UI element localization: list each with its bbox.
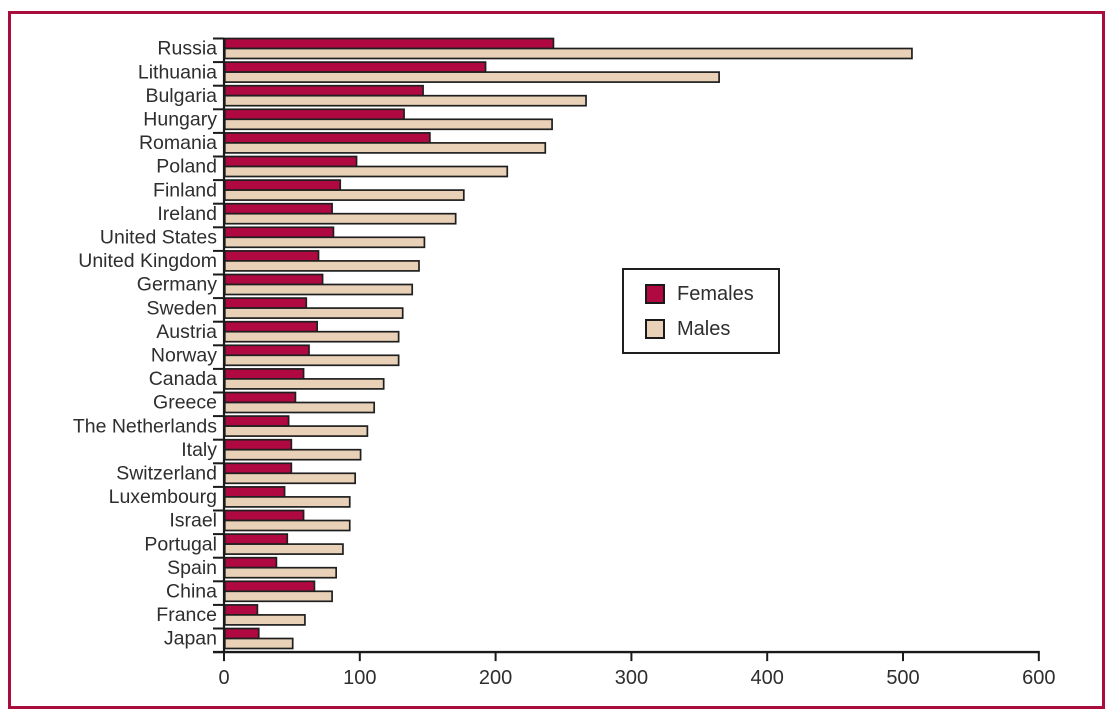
bar-females-norway [223, 344, 310, 357]
category-label-norway: Norway [151, 344, 217, 366]
bar-females-poland [223, 155, 358, 168]
bar-females-united-kingdom [223, 250, 320, 262]
category-label-russia: Russia [157, 38, 217, 60]
category-label-romania: Romania [139, 132, 217, 154]
bar-females-hungary [223, 108, 405, 121]
x-axis-tick-label-400: 400 [751, 667, 784, 689]
x-axis-tick-label-0: 0 [218, 667, 229, 689]
bar-males-ireland [223, 212, 457, 225]
x-axis-tick-label-300: 300 [615, 667, 648, 689]
bar-males-luxembourg [223, 496, 351, 508]
bar-females-spain [223, 556, 278, 569]
bar-males-portugal [223, 543, 344, 555]
category-label-israel: Israel [169, 510, 217, 532]
bar-females-lithuania [223, 61, 487, 73]
bar-males-china [223, 590, 333, 603]
category-label-spain: Spain [167, 557, 217, 579]
category-label-italy: Italy [181, 439, 217, 461]
category-label-finland: Finland [153, 179, 217, 201]
bar-males-lithuania [223, 71, 720, 83]
category-label-portugal: Portugal [144, 533, 217, 555]
category-label-bulgaria: Bulgaria [145, 85, 217, 107]
bar-females-switzerland [223, 462, 293, 475]
legend-item-females: Females [645, 282, 778, 305]
bar-females-france [223, 604, 259, 616]
x-axis-tick-label-200: 200 [479, 667, 512, 689]
males-swatch-icon [645, 318, 665, 339]
bar-males-sweden [223, 307, 404, 319]
x-axis-tick-label-600: 600 [1022, 667, 1055, 689]
bar-females-ireland [223, 202, 333, 215]
bar-males-hungary [223, 118, 553, 131]
bar-males-the-netherlands [223, 425, 369, 437]
bar-males-finland [223, 189, 465, 201]
category-label-germany: Germany [137, 274, 217, 296]
bar-females-luxembourg [223, 486, 286, 498]
legend-label-females: Females [677, 282, 754, 305]
bar-females-italy [223, 438, 293, 451]
category-label-poland: Poland [156, 156, 217, 178]
bar-females-austria [223, 320, 318, 333]
bar-females-israel [223, 509, 305, 522]
category-label-united-kingdom: United Kingdom [78, 250, 217, 272]
bar-females-finland [223, 179, 342, 191]
category-label-austria: Austria [156, 321, 217, 343]
bar-females-portugal [223, 533, 289, 545]
bar-males-canada [223, 378, 385, 390]
bar-males-japan [223, 637, 294, 650]
bar-males-norway [223, 354, 400, 367]
legend: Females Males [622, 268, 780, 354]
x-axis-tick-label-100: 100 [343, 667, 376, 689]
bar-females-sweden [223, 297, 308, 309]
bar-females-russia [223, 37, 555, 50]
bar-males-russia [223, 47, 913, 60]
category-label-luxembourg: Luxembourg [109, 486, 217, 508]
bar-males-italy [223, 448, 362, 461]
bar-females-greece [223, 391, 297, 404]
category-label-sweden: Sweden [147, 297, 217, 319]
legend-item-males: Males [645, 317, 778, 340]
bar-males-poland [223, 165, 509, 178]
category-label-canada: Canada [149, 368, 217, 390]
bar-females-bulgaria [223, 84, 424, 97]
x-axis-tick-label-500: 500 [886, 667, 919, 689]
category-label-the-netherlands: The Netherlands [73, 415, 217, 437]
bar-males-romania [223, 142, 547, 154]
category-label-hungary: Hungary [143, 108, 217, 130]
bar-males-switzerland [223, 472, 357, 485]
category-label-china: China [166, 580, 217, 602]
bar-males-austria [223, 330, 400, 343]
females-swatch-icon [645, 283, 665, 304]
bar-males-greece [223, 401, 376, 414]
bar-males-spain [223, 566, 338, 579]
bar-males-united-states [223, 236, 426, 249]
legend-label-males: Males [677, 317, 731, 340]
bar-males-germany [223, 283, 414, 296]
bar-males-united-kingdom [223, 260, 420, 272]
chart-frame [8, 11, 1105, 709]
category-label-united-states: United States [100, 226, 217, 248]
bar-females-japan [223, 627, 260, 640]
bar-females-germany [223, 273, 324, 286]
bar-males-france [223, 614, 306, 626]
bar-females-canada [223, 368, 305, 380]
bar-females-romania [223, 132, 431, 144]
category-label-greece: Greece [153, 392, 217, 414]
category-label-ireland: Ireland [157, 203, 217, 225]
category-label-lithuania: Lithuania [138, 61, 217, 83]
bar-females-the-netherlands [223, 415, 290, 427]
category-label-japan: Japan [164, 628, 217, 650]
bar-females-united-states [223, 226, 335, 239]
category-label-switzerland: Switzerland [116, 462, 217, 484]
bar-males-israel [223, 519, 351, 532]
bar-females-china [223, 580, 316, 593]
bar-males-bulgaria [223, 94, 587, 107]
category-label-france: France [156, 604, 217, 626]
